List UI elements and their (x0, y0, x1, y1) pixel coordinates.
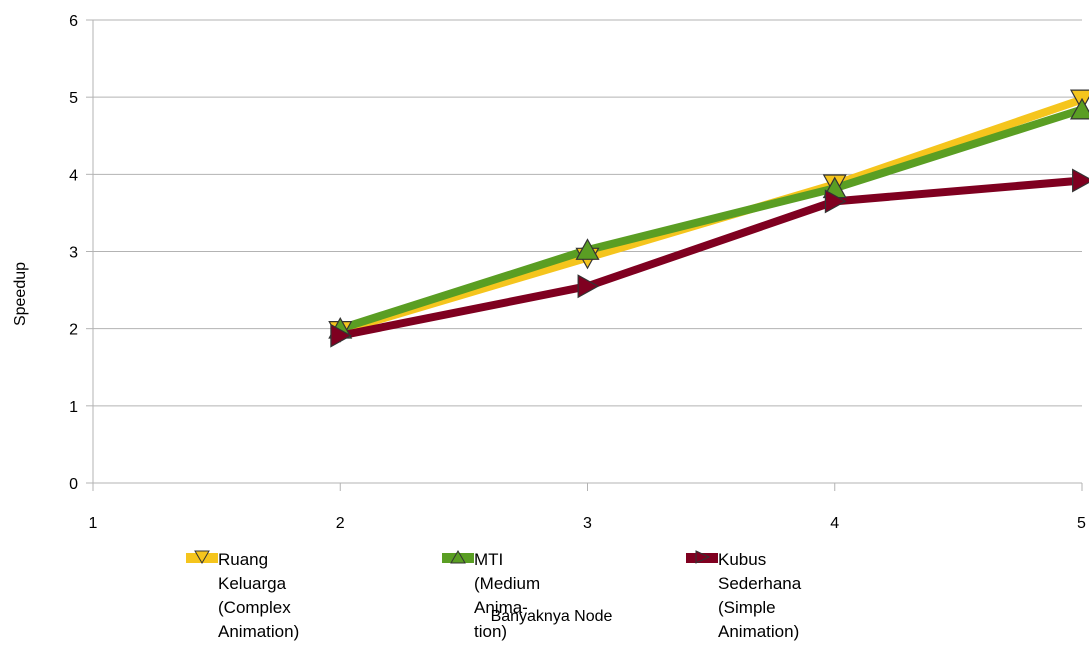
x-tick-label: 5 (1077, 515, 1086, 532)
axes (86, 19, 1083, 491)
x-tick-label: 2 (336, 515, 345, 532)
legend-marker-triangle-right-icon (695, 550, 710, 564)
x-tick-labels: 1 2 3 4 5 (89, 515, 1086, 532)
legend-marker-triangle-up-icon (450, 550, 466, 564)
y-tick-label: 4 (69, 167, 78, 184)
x-tick-label: 1 (89, 515, 98, 532)
series-markers (328, 89, 1089, 348)
y-axis-label: Speedup (12, 261, 29, 327)
legend-label-mti: MTI (Medium Anima- tion) (474, 550, 541, 641)
data-point-1-1 (575, 238, 600, 260)
x-axis-label: Banyaknya Node (490, 608, 613, 625)
legend-label-ruang-keluarga: Ruang Keluarga (Complex Animation) (218, 550, 300, 641)
legend-marker-triangle-down-icon (194, 550, 210, 564)
series-lines (336, 95, 1086, 340)
series-line-2 (336, 176, 1086, 340)
data-point-2-3 (1072, 168, 1089, 193)
y-tick-label: 2 (69, 322, 78, 339)
data-point-2-1 (577, 274, 600, 299)
y-axis-label-container: Speedup (6, 262, 36, 326)
y-tick-label: 6 (69, 13, 78, 30)
series-line-1 (336, 105, 1086, 333)
y-tick-label: 3 (69, 245, 78, 262)
x-tick-label: 3 (583, 515, 592, 532)
y-tick-labels: 0 1 2 3 4 5 6 (69, 13, 78, 493)
y-tick-label: 5 (69, 90, 78, 107)
data-point-2-2 (824, 189, 847, 214)
y-tick-label: 1 (69, 399, 78, 416)
data-point-2-0 (330, 323, 352, 348)
data-point-1-3 (1069, 97, 1089, 120)
y-tick-label: 0 (69, 476, 78, 493)
legend-label-kubus-sederhana: Kubus Sederhana (Simple Animation) (718, 550, 802, 641)
x-tick-label: 4 (830, 515, 839, 532)
gridlines (93, 19, 1082, 407)
